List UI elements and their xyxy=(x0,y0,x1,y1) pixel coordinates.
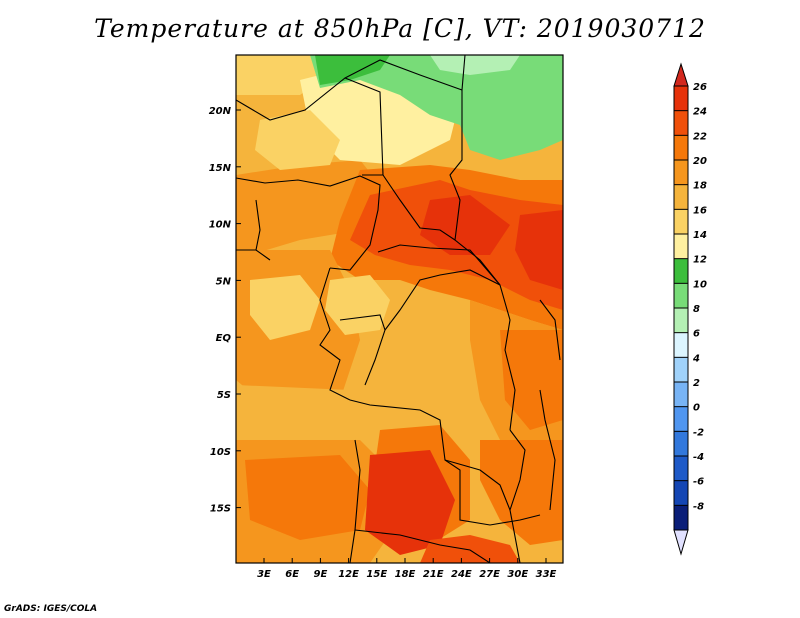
colorbar-label: 10 xyxy=(693,279,707,290)
country-borders xyxy=(236,55,561,563)
lon-label: 6E xyxy=(285,569,299,580)
colorbar-label: 0 xyxy=(693,403,700,414)
colorbar-segment xyxy=(674,135,688,161)
longitude-axis: 3E 6E 9E 12E 15E 18E 21E 24E 27E 30E 33E xyxy=(257,558,557,580)
lat-label: 10S xyxy=(210,447,231,458)
map-title: Temperature at 850hPa [C], VT: 201903071… xyxy=(94,14,706,43)
colorbar-segment xyxy=(674,86,688,112)
colorbar-segment xyxy=(674,431,688,457)
lon-label: 30E xyxy=(507,569,528,580)
lon-label: 27E xyxy=(479,569,500,580)
colorbar-label: 20 xyxy=(693,156,707,167)
colorbar-label: 12 xyxy=(693,255,707,266)
colorbar-label: 24 xyxy=(693,107,707,118)
lat-label: 10N xyxy=(209,220,232,231)
colorbar-label: 8 xyxy=(693,304,700,315)
colorbar-bottom-cap xyxy=(673,529,689,556)
lon-label: 15E xyxy=(366,569,387,580)
colorbar-label: 16 xyxy=(693,205,707,216)
colorbar-label: -8 xyxy=(693,501,704,512)
colorbar-segment xyxy=(674,258,688,284)
colorbar-segment xyxy=(674,234,688,260)
colorbar-label: 26 xyxy=(693,82,707,93)
lat-label: 20N xyxy=(209,106,232,117)
lon-label: 21E xyxy=(423,569,444,580)
colorbar-segment xyxy=(674,283,688,309)
colorbar-label: -6 xyxy=(693,477,704,488)
colorbar-segment xyxy=(674,332,688,358)
colorbar-segment xyxy=(674,160,688,186)
colorbar-segment xyxy=(674,308,688,334)
lon-label: 18E xyxy=(395,569,416,580)
lat-label: EQ xyxy=(216,333,232,344)
lon-label: 12E xyxy=(338,569,359,580)
temperature-field xyxy=(236,55,563,563)
lon-label: 9E xyxy=(314,569,328,580)
lat-label: 5N xyxy=(216,276,232,287)
lon-label: 33E xyxy=(536,569,557,580)
colorbar-label: 18 xyxy=(693,181,707,192)
colorbar-segment xyxy=(674,456,688,482)
colorbar-segment xyxy=(674,357,688,383)
colorbar-label: 6 xyxy=(693,329,700,340)
colorbar-label: -2 xyxy=(693,427,704,438)
colorbar-top-cap xyxy=(673,62,689,87)
lon-label: 3E xyxy=(257,569,271,580)
colorbar-label: 4 xyxy=(692,353,700,364)
lat-label: 5S xyxy=(217,390,231,401)
colorbar-segment xyxy=(674,382,688,408)
lon-label: 24E xyxy=(451,569,472,580)
colorbar-label: -4 xyxy=(693,452,704,463)
colorbar-segment xyxy=(674,110,688,136)
latitude-axis: 20N 15N 10N 5N EQ 5S 10S 15S xyxy=(209,106,241,515)
colorbar-segment xyxy=(674,480,688,506)
colorbar-label: 14 xyxy=(693,230,707,241)
colorbar-label: 22 xyxy=(693,131,707,142)
colorbar-segment xyxy=(674,209,688,235)
colorbar-segment xyxy=(674,184,688,210)
lat-label: 15S xyxy=(210,504,231,515)
colorbar-segment xyxy=(674,505,688,531)
lat-label: 15N xyxy=(209,163,232,174)
colorbar-segment xyxy=(674,406,688,432)
map-frame xyxy=(235,54,564,564)
grads-credit: GrADS: IGES/COLA xyxy=(4,604,98,614)
colorbar-label: 2 xyxy=(693,378,700,389)
